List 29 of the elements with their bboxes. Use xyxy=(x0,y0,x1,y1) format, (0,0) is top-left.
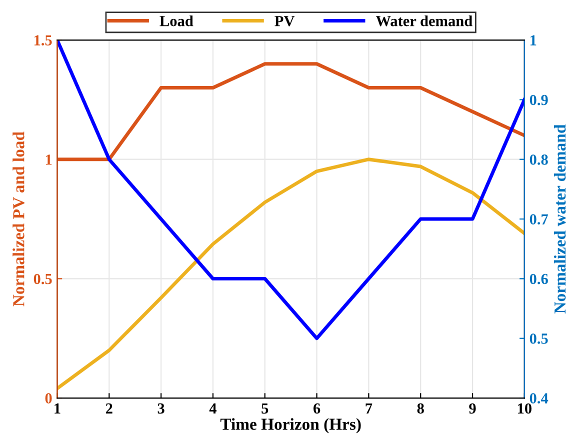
legend-label: Water demand xyxy=(376,15,472,26)
x-axis-title: Time Horizon (Hrs) xyxy=(220,418,361,434)
y2-tick-label: 0.7 xyxy=(530,214,548,225)
y2-tick-label: 0.4 xyxy=(530,393,548,404)
y-tick-label: 0 xyxy=(45,393,52,404)
x-tick-label: 1 xyxy=(54,403,60,414)
y2-tick-label: 1 xyxy=(530,35,536,46)
y-axis-title: Normalized PV and load xyxy=(12,132,24,306)
x-tick-label: 6 xyxy=(313,403,320,414)
y2-tick-label: 0.6 xyxy=(530,274,548,284)
x-tick-label: 4 xyxy=(209,403,216,414)
y2-tick-label: 0.5 xyxy=(530,334,548,344)
y-tick-label: 1.5 xyxy=(34,35,52,46)
x-tick-label: 10 xyxy=(518,403,532,414)
x-tick-label: 3 xyxy=(158,403,164,414)
legend-label: PV xyxy=(274,16,295,26)
x-tick-label: 9 xyxy=(469,403,476,414)
y2-axis-title: Normalized water demand xyxy=(554,124,566,314)
line-series xyxy=(57,158,524,390)
x-tick-label: 8 xyxy=(417,403,424,414)
x-tick-label: 7 xyxy=(366,403,372,414)
x-tick-label: 2 xyxy=(106,403,112,414)
y2-tick-label: 0.8 xyxy=(530,154,548,165)
line-series xyxy=(57,62,524,162)
y2-tick-label: 0.9 xyxy=(530,94,548,106)
legend-label: Load xyxy=(160,15,194,26)
y-tick-label: 1 xyxy=(46,154,52,165)
x-tick-label: 5 xyxy=(262,403,268,414)
y-tick-label: 0.5 xyxy=(34,274,52,284)
